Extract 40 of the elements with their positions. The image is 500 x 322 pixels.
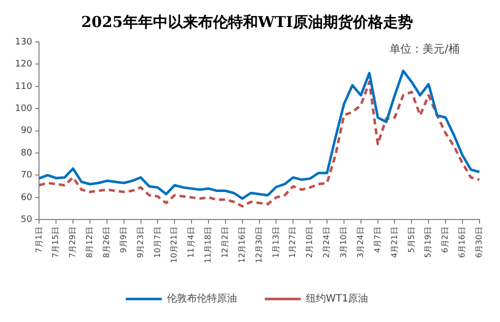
x-tick-label: 6月16日 <box>458 226 467 258</box>
x-tick-label: 10月21日 <box>170 226 179 263</box>
x-tick-label: 4月7日 <box>372 226 382 253</box>
y-tick-label: 50 <box>20 214 32 225</box>
x-tick-label: 11月18日 <box>204 226 213 263</box>
x-tick-label: 12月2日 <box>220 226 230 258</box>
x-tick-label: 10月7日 <box>152 226 162 258</box>
x-tick-label: 11月4日 <box>186 226 196 258</box>
x-tick-label: 1月13日 <box>271 226 280 258</box>
y-tick-label: 110 <box>14 82 32 92</box>
y-tick-label: 90 <box>20 126 32 136</box>
x-tick-label: 7月29日 <box>68 226 78 258</box>
y-tick-label: 100 <box>14 104 32 114</box>
y-tick-label: 120 <box>14 60 32 70</box>
x-tick-label: 12月16日 <box>237 226 246 263</box>
y-tick-label: 80 <box>20 148 32 158</box>
x-tick-label: 4月21日 <box>390 226 399 258</box>
x-tick-label: 3月24日 <box>356 226 365 258</box>
x-tick-label: 5月5日 <box>406 226 416 253</box>
chart-title: 2025年年中以来布伦特和WTI原油期货价格走势 <box>81 12 413 31</box>
x-tick-label: 8月12日 <box>85 226 94 258</box>
x-tick-label: 7月1日 <box>34 226 44 253</box>
x-tick-label: 7月15日 <box>51 226 60 258</box>
annotation: 单位：美元/桶 <box>390 42 460 56</box>
legend-label: 纽约WT1原油 <box>306 292 368 305</box>
y-tick-label: 130 <box>14 37 32 48</box>
y-tick-label: 70 <box>20 170 32 181</box>
x-tick-label: 1月27日 <box>288 226 298 258</box>
x-tick-label: 6月2日 <box>440 226 450 253</box>
x-tick-label: 3月10日 <box>339 226 348 258</box>
x-tick-label: 6月30日 <box>474 226 484 258</box>
y-tick-label: 60 <box>20 192 32 203</box>
x-tick-label: 5月19日 <box>424 226 433 258</box>
x-tick-label: 8月26日 <box>102 226 111 258</box>
x-tick-label: 9月23日 <box>136 226 145 258</box>
x-tick-label: 9月9日 <box>118 226 128 253</box>
x-tick-label: 2月24日 <box>322 226 332 258</box>
x-tick-label: 12月30日 <box>254 226 264 263</box>
legend-label: 伦敦布伦特原油 <box>166 292 237 305</box>
x-tick-label: 2月10日 <box>305 226 314 258</box>
